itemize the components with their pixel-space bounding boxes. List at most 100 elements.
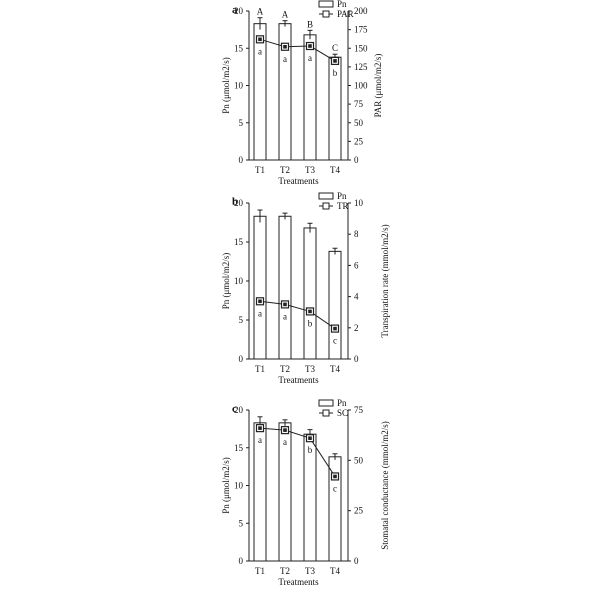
point-significance-label: a bbox=[283, 437, 287, 447]
legend-marker-swatch bbox=[322, 10, 330, 18]
data-point-marker-inner bbox=[333, 474, 337, 479]
point-significance-label: a bbox=[258, 308, 262, 318]
x-tick-label: T1 bbox=[255, 165, 265, 175]
x-tick-label: T2 bbox=[280, 566, 290, 576]
point-significance-label: a bbox=[283, 311, 287, 321]
data-point-marker-inner bbox=[283, 428, 287, 432]
legend-marker-swatch bbox=[322, 409, 330, 417]
data-point-marker-inner bbox=[308, 436, 312, 440]
data-point-marker-inner bbox=[258, 426, 262, 430]
y-tick-label: 0 bbox=[239, 155, 244, 165]
y2-tick-label: 175 bbox=[354, 25, 368, 35]
y2-axis-title: Stomatal conductance (mmol/m2/s) bbox=[380, 421, 390, 549]
x-tick-label: T4 bbox=[330, 566, 340, 576]
y2-tick-label: 2 bbox=[354, 323, 359, 333]
x-tick-label: T4 bbox=[330, 364, 340, 374]
x-tick-label: T1 bbox=[255, 566, 265, 576]
x-tick-label: T1 bbox=[255, 364, 265, 374]
point-significance-label: b bbox=[308, 318, 313, 328]
bar-significance-label: B bbox=[307, 19, 313, 29]
y-tick-label: 10 bbox=[234, 276, 244, 286]
x-tick-label: T3 bbox=[305, 165, 315, 175]
y-tick-label: 10 bbox=[234, 481, 244, 491]
point-significance-label: a bbox=[308, 53, 312, 63]
y2-axis-title: Transpiration rate (mmol/m2/s) bbox=[380, 224, 390, 337]
legend-bar-label: Pn bbox=[337, 0, 347, 9]
data-point-marker-inner bbox=[258, 37, 262, 42]
y2-tick-label: 25 bbox=[354, 506, 364, 516]
legend-line-label: PAR bbox=[337, 9, 354, 19]
chart-panel-c: c 0 5 10 15 20 0 25 50 75 T1 T2 T3 T4 Treatments Pn (μm… bbox=[221, 398, 390, 587]
y2-tick-label: 150 bbox=[354, 43, 368, 53]
bar bbox=[253, 215, 267, 360]
x-tick-label: T2 bbox=[280, 165, 290, 175]
y2-axis-title: PAR (μmol/m2/s) bbox=[373, 54, 383, 118]
y2-tick-label: 75 bbox=[354, 405, 364, 415]
y-tick-label: 20 bbox=[234, 405, 244, 415]
panel-letter: c bbox=[232, 403, 237, 415]
series-line bbox=[259, 38, 336, 62]
bar bbox=[303, 227, 317, 360]
data-point-marker-inner bbox=[333, 326, 337, 331]
chart-panel-b: b 0 5 10 15 20 0 2 4 6 8 10 T1 T2 T3 T4 Treatments Pn (μm… bbox=[221, 191, 390, 385]
y2-tick-label: 50 bbox=[354, 455, 364, 465]
bar bbox=[253, 23, 267, 161]
y2-tick-label: 50 bbox=[354, 118, 364, 128]
series-line bbox=[259, 300, 336, 329]
x-tick-label: T3 bbox=[305, 364, 315, 374]
panel-letter: b bbox=[232, 196, 238, 208]
y-tick-label: 20 bbox=[234, 6, 244, 16]
legend-marker-swatch bbox=[322, 202, 330, 210]
y2-tick-label: 200 bbox=[354, 6, 368, 16]
y-tick-label: 5 bbox=[239, 315, 244, 325]
bar-significance-label: A bbox=[282, 10, 289, 20]
x-tick-label: T3 bbox=[305, 566, 315, 576]
y-tick-label: 15 bbox=[234, 443, 244, 453]
y-tick-label: 5 bbox=[239, 118, 244, 128]
series-line bbox=[259, 427, 336, 477]
y2-tick-label: 75 bbox=[354, 99, 364, 109]
bar-significance-label: C bbox=[332, 43, 338, 53]
y-axis-title: Pn (μmol/m2/s) bbox=[221, 253, 231, 310]
legend-bar-swatch bbox=[318, 0, 334, 8]
legend-bar-label: Pn bbox=[337, 398, 347, 408]
y2-tick-label: 100 bbox=[354, 81, 368, 91]
y2-tick-label: 4 bbox=[354, 292, 359, 302]
x-axis-title: Treatments bbox=[278, 176, 319, 186]
point-significance-label: c bbox=[333, 336, 337, 346]
legend-bar-label: Pn bbox=[337, 191, 347, 201]
y2-tick-label: 0 bbox=[354, 556, 359, 566]
point-significance-label: a bbox=[283, 54, 287, 64]
point-significance-label: b bbox=[308, 445, 313, 455]
legend-bar-swatch bbox=[318, 192, 334, 200]
data-point-marker-inner bbox=[308, 44, 312, 48]
panel-letter: a bbox=[232, 4, 238, 16]
y2-tick-label: 10 bbox=[354, 198, 364, 208]
x-tick-label: T4 bbox=[330, 165, 340, 175]
data-point-marker-inner bbox=[258, 299, 262, 304]
data-point-marker-inner bbox=[283, 44, 287, 49]
y-tick-label: 15 bbox=[234, 43, 244, 53]
y-axis-title: Pn (μmol/m2/s) bbox=[221, 57, 231, 114]
y2-tick-label: 125 bbox=[354, 62, 368, 72]
bar bbox=[278, 215, 292, 360]
y-tick-label: 0 bbox=[239, 354, 244, 364]
y-tick-label: 15 bbox=[234, 237, 244, 247]
y2-tick-label: 8 bbox=[354, 229, 359, 239]
legend-line-label: SC bbox=[337, 408, 348, 418]
x-tick-label: T2 bbox=[280, 364, 290, 374]
y-axis-title: Pn (μmol/m2/s) bbox=[221, 457, 231, 514]
y2-tick-label: 0 bbox=[354, 354, 359, 364]
data-point-marker-inner bbox=[283, 302, 287, 307]
y-tick-label: 0 bbox=[239, 556, 244, 566]
x-axis-title: Treatments bbox=[278, 375, 319, 385]
point-significance-label: a bbox=[258, 46, 262, 56]
y2-tick-label: 0 bbox=[354, 155, 359, 165]
y-tick-label: 5 bbox=[239, 518, 244, 528]
legend-bar-swatch bbox=[318, 399, 334, 407]
y-tick-label: 10 bbox=[234, 81, 244, 91]
point-significance-label: b bbox=[333, 68, 338, 78]
legend-line-label: TR bbox=[337, 201, 349, 211]
x-axis-title: Treatments bbox=[278, 577, 319, 587]
